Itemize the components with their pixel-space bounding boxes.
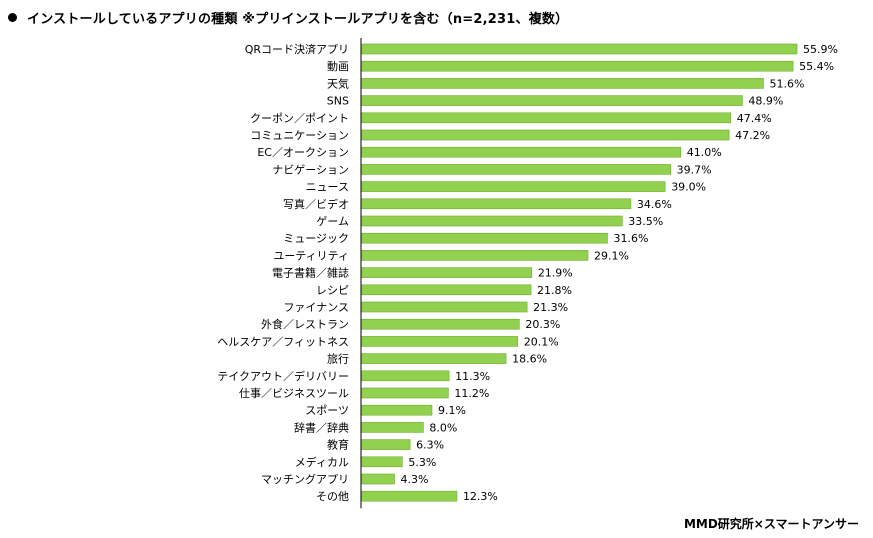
bar-25 — [360, 456, 403, 468]
value-label: 55.4% — [799, 60, 834, 73]
bar-22 — [360, 404, 433, 416]
bar-4 — [360, 95, 743, 106]
value-label: 29.1% — [594, 249, 629, 262]
category-label: 旅行 — [327, 352, 349, 366]
category-label: マッチングアプリ — [261, 472, 349, 486]
bar-5 — [360, 112, 732, 124]
category-label: ファイナンス — [283, 301, 349, 314]
category-label: レシピ — [316, 284, 349, 297]
category-label: 動画 — [327, 59, 349, 73]
value-label: 41.0% — [687, 146, 722, 159]
value-label: 11.3% — [455, 370, 490, 383]
value-label: 21.3% — [533, 301, 568, 314]
bar-15 — [360, 284, 532, 296]
value-label: 21.9% — [538, 267, 573, 280]
category-label: QRコード決済アプリ — [245, 42, 349, 56]
category-label: ユーティリティ — [273, 249, 349, 262]
bar-11 — [360, 215, 623, 227]
bar-13 — [360, 250, 589, 261]
bar-19 — [360, 353, 507, 364]
category-label: EC／オークション — [257, 146, 349, 159]
value-label: 8.0% — [429, 421, 457, 434]
bar-7 — [360, 146, 682, 158]
bar-9 — [360, 181, 666, 192]
value-label: 18.6% — [512, 353, 547, 366]
source-credit: MMD研究所×スマートアンサー — [683, 517, 859, 531]
category-label: ニュース — [306, 181, 349, 194]
category-label: 辞書／辞典 — [294, 420, 349, 434]
bar-1 — [360, 43, 798, 55]
value-label: 5.3% — [408, 456, 436, 469]
category-label: クーポン／ポイント — [250, 112, 349, 125]
value-label: 39.0% — [671, 181, 706, 194]
bar-21 — [360, 387, 449, 399]
bar-27 — [360, 490, 458, 502]
category-label: スポーツ — [305, 404, 349, 417]
bar-2 — [360, 60, 794, 72]
category-label: 天気 — [327, 76, 349, 90]
category-label: ミュージック — [283, 232, 349, 245]
bar-8 — [360, 164, 671, 175]
category-label: ヘルスケア／フィットネス — [217, 335, 349, 348]
bar-3 — [360, 78, 764, 89]
value-label: 9.1% — [438, 404, 466, 417]
category-label: コミュニケーション — [250, 129, 349, 142]
value-label: 6.3% — [416, 439, 444, 452]
category-label: ゲーム — [316, 215, 349, 228]
chart-title: インストールしているアプリの種類 ※プリインストールアプリを含む（n=2,231… — [8, 8, 568, 27]
bar-6 — [360, 129, 730, 141]
bar-10 — [360, 198, 632, 210]
category-label: ナビゲーション — [272, 163, 349, 176]
bar-20 — [360, 370, 450, 382]
category-label: メディカル — [295, 455, 349, 469]
category-label: 写真／ビデオ — [283, 197, 349, 211]
bar-18 — [360, 336, 519, 347]
value-label: 48.9% — [748, 95, 783, 108]
value-label: 11.2% — [454, 387, 489, 400]
bar-24 — [360, 439, 411, 450]
value-label: 33.5% — [628, 215, 663, 228]
bar-26 — [360, 473, 395, 485]
category-label: SNS — [327, 95, 349, 108]
category-label: 外食／レストラン — [261, 317, 349, 331]
bar-14 — [360, 267, 533, 278]
value-label: 39.7% — [677, 163, 712, 176]
value-label: 51.6% — [769, 77, 804, 90]
value-label: 20.3% — [525, 318, 560, 331]
category-label: その他 — [316, 490, 349, 503]
category-label: 教育 — [327, 438, 349, 452]
value-label: 47.2% — [735, 129, 770, 142]
bar-23 — [360, 422, 424, 433]
value-label: 12.3% — [463, 490, 498, 503]
value-label: 4.3% — [401, 473, 429, 486]
bar-12 — [360, 232, 608, 244]
value-label: 55.9% — [803, 43, 838, 56]
value-label: 47.4% — [737, 112, 772, 125]
bullet-icon — [8, 13, 17, 22]
category-label: 仕事／ビジネスツール — [239, 387, 349, 400]
chart-title-text: インストールしているアプリの種類 ※プリインストールアプリを含む（n=2,231… — [27, 12, 569, 27]
bar-16 — [360, 301, 528, 313]
category-label: テイクアウト／デリバリー — [217, 369, 349, 383]
value-label: 31.6% — [613, 232, 648, 245]
value-label: 21.8% — [537, 284, 572, 297]
category-label: 電子書籍／雑誌 — [272, 266, 349, 280]
value-label: 34.6% — [637, 198, 672, 211]
value-label: 20.1% — [524, 335, 559, 348]
bar-17 — [360, 318, 520, 330]
